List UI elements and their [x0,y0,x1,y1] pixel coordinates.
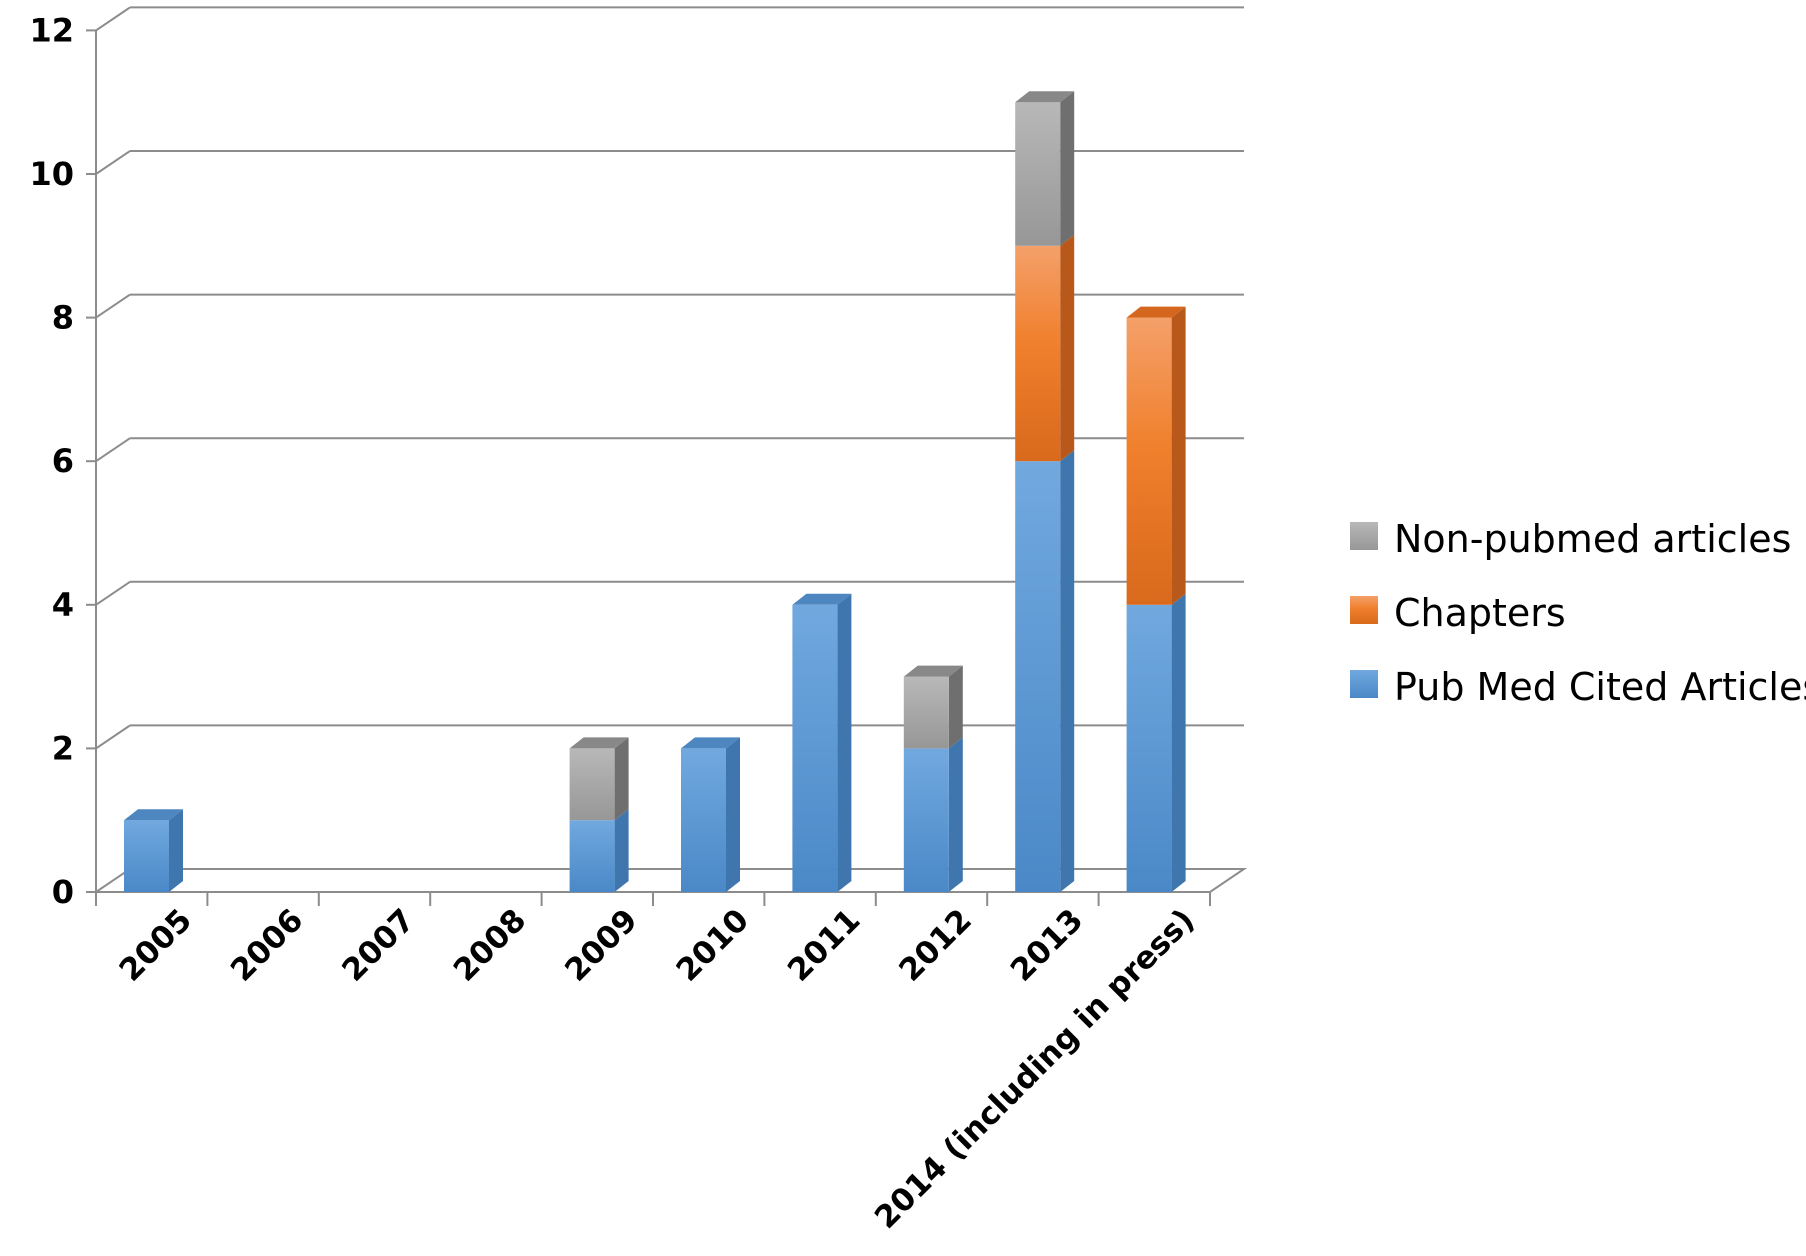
bar-segment-pub-med-cited-articles [569,809,629,892]
bar-segment-non-pubmed-articles [1015,91,1075,246]
gridline-connector [95,437,131,463]
legend-label: Chapters [1394,591,1566,635]
bar-side [1060,91,1075,246]
gridline-connector [95,293,131,319]
bar-side [169,809,183,892]
x-tick-label: 2013 [1004,902,1090,988]
bar-front [903,748,949,892]
x-tick-label: 2012 [892,902,978,988]
bar-front [569,820,615,892]
legend-item: Pub Med Cited Articles [1350,665,1806,709]
x-tick-label: 2011 [781,902,867,988]
legend-label: Pub Med Cited Articles [1394,665,1806,709]
bar-segment-non-pubmed-articles [569,737,629,821]
bar-side [1171,593,1186,892]
bar-side [1060,450,1075,892]
legend-item: Chapters [1350,591,1566,635]
bars-layer [124,91,1186,892]
bar-side [948,737,963,892]
bar-segment-pub-med-cited-articles [681,737,740,892]
bar-top [681,737,740,749]
gridline-connector [95,150,131,175]
x-tick-label: 2007 [335,902,421,988]
y-tick-label: 6 [52,442,74,480]
bar-top [569,737,629,749]
bar-front [1126,317,1172,605]
bar-front [1015,461,1061,892]
y-tick-label: 2 [52,729,74,767]
gridline-connector [95,6,131,32]
legend-label: Non-pubmed articles [1394,517,1791,561]
y-tick-label: 12 [29,11,74,49]
x-tick-label: 2006 [224,902,310,988]
bar-segment-non-pubmed-articles [903,665,963,749]
legend-swatch [1350,522,1378,550]
bar-front [681,748,726,892]
bar-side [1060,234,1075,462]
y-tick-label: 8 [52,299,74,337]
y-tick-label: 0 [52,873,74,911]
gridline-connector [95,724,131,750]
x-tick-label: 2010 [670,902,756,988]
bar-side [614,737,629,821]
bar-side [837,593,852,892]
bar-top [1015,91,1075,103]
x-tick-label: 2008 [447,902,533,988]
legend-swatch [1350,596,1378,624]
y-tick-label: 4 [52,586,74,624]
bar-segment-pub-med-cited-articles [1126,593,1186,892]
x-tick-label: 2005 [113,902,199,988]
y-tick-label: 10 [29,155,74,193]
bar-side [614,809,629,892]
bar-top [124,809,183,821]
legend-item: Non-pubmed articles [1350,517,1791,561]
bar-top [1126,306,1186,318]
bar-segment-chapters [1015,234,1075,462]
bar-front [792,604,838,892]
bar-segment-chapters [1126,306,1186,605]
bar-front [1015,245,1061,462]
x-tick-label: 2009 [558,902,644,988]
bar-front [569,748,615,821]
bar-front [124,820,169,892]
bar-side [1171,306,1186,605]
bar-top [903,665,963,677]
legend: Non-pubmed articles Chapters Pub Med Cited… [1350,517,1806,709]
bar-front [903,676,949,749]
bar-side [726,737,740,892]
bar-segment-pub-med-cited-articles [124,809,183,892]
bar-top [792,593,852,605]
bar-segment-pub-med-cited-articles [903,737,963,892]
gridline-connector [95,580,131,606]
bar-segment-pub-med-cited-articles [792,593,852,892]
bar-front [1015,102,1061,246]
legend-swatch [1350,670,1378,698]
bar-side [948,665,963,749]
bar-front [1126,604,1172,892]
bar-segment-pub-med-cited-articles [1015,450,1075,892]
